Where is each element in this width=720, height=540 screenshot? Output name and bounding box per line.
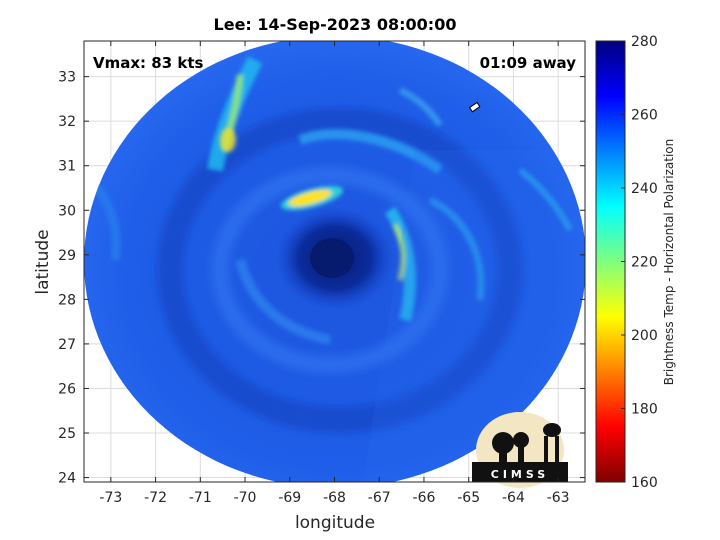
colorbar-tick-label: 200 xyxy=(631,328,658,344)
y-tick-label: 30 xyxy=(58,203,76,219)
x-axis-ticks: -73 -72 -71 -70 -69 -68 -67 -66 -65 -64 -63 xyxy=(99,41,570,506)
x-tick-label: -72 xyxy=(144,490,167,506)
x-tick-label: -65 xyxy=(457,490,480,506)
x-tick-label: -73 xyxy=(99,490,122,506)
colorbar-tick-label: 180 xyxy=(631,402,658,418)
y-tick-label: 28 xyxy=(58,292,76,308)
chart-title: Lee: 14-Sep-2023 08:00:00 xyxy=(214,15,457,34)
colorbar xyxy=(595,40,626,483)
x-axis-label: longitude xyxy=(295,513,375,533)
x-tick-label: -66 xyxy=(413,490,436,506)
cimss-logo: CIMSS xyxy=(472,412,568,488)
y-tick-label: 25 xyxy=(58,426,76,442)
y-tick-label: 29 xyxy=(58,248,76,264)
y-tick-label: 31 xyxy=(58,159,76,175)
x-tick-label: -69 xyxy=(278,490,301,506)
x-tick-label: -63 xyxy=(547,490,570,506)
time-away-annotation: 01:09 away xyxy=(480,54,577,72)
colorbar-tick-label: 280 xyxy=(631,34,658,50)
x-tick-label: -71 xyxy=(189,490,212,506)
x-tick-label: -70 xyxy=(234,490,257,506)
colorbar-tick-label: 220 xyxy=(631,255,658,271)
y-tick-label: 24 xyxy=(58,471,76,487)
x-tick-label: -64 xyxy=(502,490,525,506)
colorbar-ticks: 160 180 200 220 240 260 280 xyxy=(621,34,658,491)
logo-text: CIMSS xyxy=(491,468,549,481)
x-tick-label: -67 xyxy=(368,490,391,506)
colorbar-tick-label: 240 xyxy=(631,181,658,197)
y-tick-label: 33 xyxy=(58,70,76,86)
y-tick-label: 27 xyxy=(58,337,76,353)
colorbar-label: Brightness Temp - Horizontal Polarizatio… xyxy=(662,139,676,386)
colorbar-tick-label: 160 xyxy=(631,475,658,491)
colorbar-tick-label: 260 xyxy=(631,108,658,124)
y-axis-label: latitude xyxy=(33,229,53,294)
y-axis-ticks: 24 25 26 27 28 29 30 31 32 33 xyxy=(58,70,585,487)
x-tick-label: -68 xyxy=(323,490,346,506)
y-tick-label: 32 xyxy=(58,114,76,130)
y-tick-label: 26 xyxy=(58,381,76,397)
vmax-annotation: Vmax: 83 kts xyxy=(93,54,203,72)
